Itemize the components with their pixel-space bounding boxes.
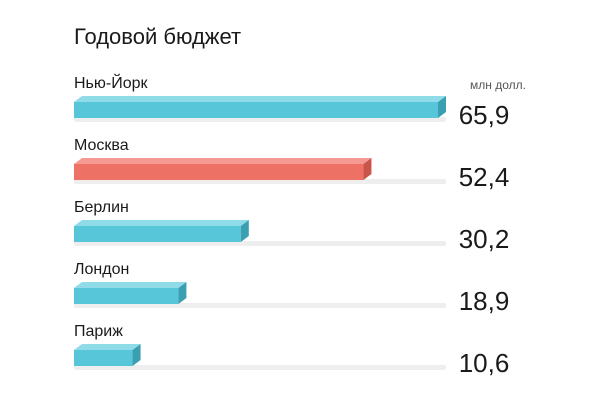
bar-track	[74, 179, 446, 184]
value-label: 52,4	[459, 162, 510, 192]
category-label: Берлин	[74, 199, 129, 216]
bar-track	[74, 303, 446, 308]
bar	[74, 102, 438, 118]
bar-side-face	[178, 282, 187, 304]
bar-side-face	[132, 344, 141, 366]
value-label: 30,2	[459, 224, 510, 254]
bar-row: Берлин 30,2	[74, 199, 509, 254]
unit-label: млн долл.	[470, 78, 526, 92]
category-label: Нью-Йорк	[74, 73, 149, 92]
bar-top-face	[74, 96, 446, 102]
bar	[74, 164, 364, 180]
category-label: Москва	[74, 137, 129, 154]
bar	[74, 288, 179, 304]
bar-track	[74, 117, 446, 122]
bar-top-face	[74, 158, 372, 164]
bar-row: Нью-Йорк 65,9	[74, 73, 509, 130]
bar	[74, 350, 133, 366]
bar	[74, 226, 241, 242]
category-label: Лондон	[74, 261, 129, 278]
bar-side-face	[240, 220, 249, 242]
bar-side-face	[363, 158, 372, 180]
bar-top-face	[74, 220, 249, 226]
value-label: 65,9	[459, 100, 510, 130]
bar-track	[74, 365, 446, 370]
chart-title: Годовой бюджет	[74, 24, 241, 49]
bar-track	[74, 241, 446, 246]
bar-row: Лондон 18,9	[74, 261, 509, 316]
bar-row: Париж 10,6	[74, 323, 509, 378]
value-label: 10,6	[459, 348, 510, 378]
category-label: Париж	[74, 323, 123, 340]
bar-top-face	[74, 282, 187, 288]
bar-side-face	[438, 96, 446, 118]
bars-layer: Нью-Йорк 65,9 Москва 52,4 Берлин 30,2 Лондон 18…	[74, 73, 509, 378]
bar-row: Москва 52,4	[74, 137, 509, 192]
value-label: 18,9	[459, 286, 510, 316]
bar-top-face	[74, 344, 141, 350]
